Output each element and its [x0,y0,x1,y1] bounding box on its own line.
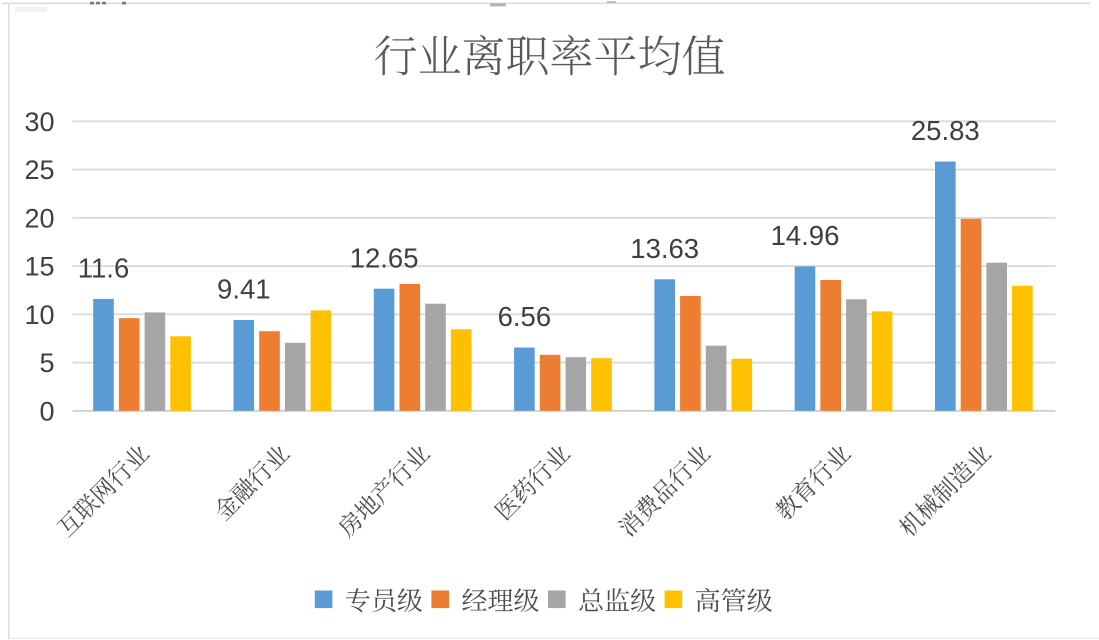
svg-text:14.96: 14.96 [771,220,840,251]
svg-text:5: 5 [39,348,54,378]
svg-text:12.65: 12.65 [350,242,419,273]
svg-text:25: 25 [24,155,54,185]
svg-text:6.56: 6.56 [498,301,552,332]
svg-text:0: 0 [39,396,54,426]
svg-text:9.41: 9.41 [217,274,271,305]
svg-text:11.6: 11.6 [78,253,129,284]
svg-text:30: 30 [24,107,54,137]
svg-text:15: 15 [24,252,54,282]
svg-text:25.83: 25.83 [911,115,980,146]
svg-text:20: 20 [24,203,54,233]
svg-text:13.63: 13.63 [630,233,699,264]
svg-text:10: 10 [24,300,54,330]
